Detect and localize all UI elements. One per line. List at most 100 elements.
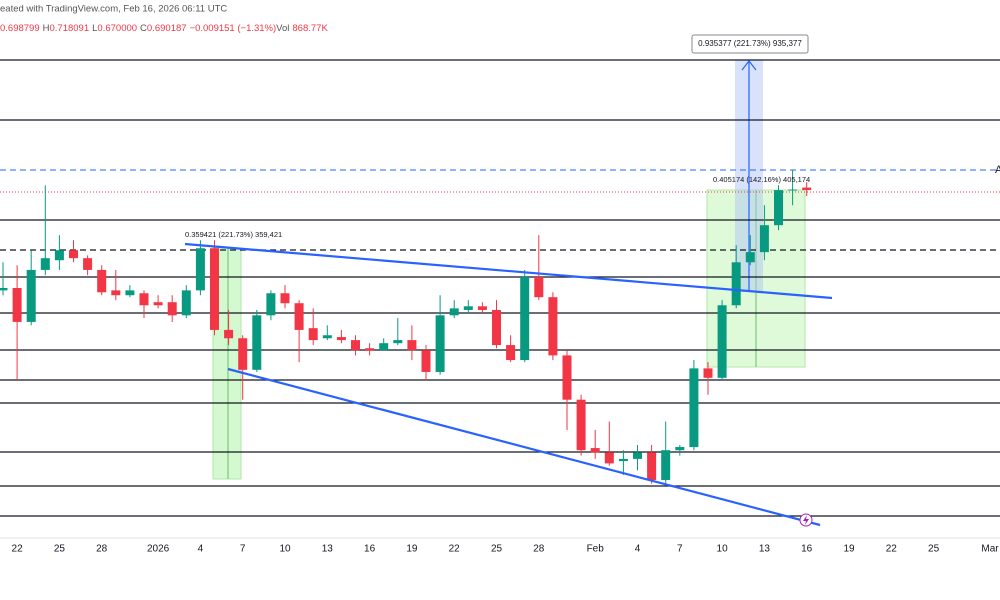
candle-body [802, 187, 812, 191]
candle-body [54, 250, 64, 261]
x-tick-label: 4 [635, 544, 641, 555]
candle-body [562, 355, 572, 400]
ohlc-part: 0.670000 [97, 23, 137, 34]
candle-body [322, 335, 332, 339]
candle-body [125, 290, 135, 296]
x-tick-label: 13 [322, 544, 334, 555]
candle-body [618, 458, 628, 462]
candle-body [435, 315, 445, 372]
ohlc-part: L [92, 23, 97, 34]
x-tick-label: 7 [677, 544, 683, 555]
x-tick-label: 25 [54, 544, 66, 555]
candle-body [139, 293, 149, 306]
candle-body [548, 297, 558, 356]
arrow-head [741, 60, 757, 71]
candle-body [69, 250, 78, 259]
ohlc-part: 0.690187 [147, 23, 187, 34]
candle-body [252, 315, 262, 370]
ohlc-part: 0.718091 [50, 23, 90, 34]
candle-body [153, 302, 163, 306]
candle-body [97, 269, 107, 293]
x-tick-label: 19 [843, 544, 855, 555]
x-tick-label: 7 [240, 544, 246, 555]
candle-body [788, 189, 798, 191]
event-bolt [803, 515, 809, 525]
candle-body [294, 303, 304, 330]
candle-body [492, 309, 501, 346]
candle-body [534, 276, 544, 298]
candle-body [604, 452, 614, 464]
annotation: 0.935377 (221.73%) 935,377 [698, 39, 802, 48]
annotation-box [691, 34, 809, 54]
candle-body [0, 287, 8, 291]
x-tick-label: 2026 [147, 544, 170, 555]
candle-body [675, 447, 685, 451]
ohlc-part: C [140, 23, 147, 34]
candle-body [210, 248, 219, 330]
ohlc-part: 868.77K [292, 23, 328, 34]
candle-body [336, 337, 346, 341]
candle-body [379, 343, 389, 351]
candle-body [703, 368, 713, 378]
x-tick-label: 25 [491, 544, 503, 555]
x-tick-label: Mar [981, 544, 999, 555]
ohlc-part: Vol [276, 23, 289, 34]
x-tick-label: 4 [198, 544, 204, 555]
candle-body [224, 329, 234, 339]
candle-body [308, 328, 318, 341]
candle-body [731, 262, 741, 306]
annotation: 0.405174 (142.16%) 405,174 [713, 175, 810, 184]
source-line: eated with TradingView.com, Feb 16, 2026… [0, 4, 227, 15]
ohlc-part: H [43, 23, 50, 34]
x-tick-label: 16 [364, 544, 376, 555]
x-tick-label: 25 [928, 544, 940, 555]
candle-body [576, 399, 586, 451]
candle-body [477, 306, 487, 310]
candle-body [774, 190, 783, 226]
x-tick-label: 28 [533, 544, 545, 555]
candle-body [393, 340, 403, 344]
ohlc-part: 0.698799 [0, 23, 40, 34]
candle-body [195, 248, 205, 291]
x-tick-label: 13 [759, 544, 771, 555]
annotation: 0.359421 (221.73%) 359,421 [185, 230, 282, 239]
candle-body [266, 293, 276, 316]
candle-body [421, 350, 431, 372]
candle-body [407, 340, 417, 351]
candle-body [365, 348, 375, 351]
candle-body [40, 258, 50, 270]
candle-body [111, 290, 121, 296]
x-tick-label: 22 [12, 544, 24, 555]
candle-body [449, 308, 459, 316]
x-tick-label: 16 [801, 544, 813, 555]
candle-body [167, 302, 177, 316]
trend-line [184, 242, 833, 300]
x-tick-label: 22 [886, 544, 898, 555]
candle-body [717, 305, 727, 378]
ohlc-part: −0.009151 (−1.31%) [190, 23, 277, 34]
edge-label: A [995, 164, 1000, 176]
x-tick-label: Feb [587, 544, 605, 555]
candle-body [26, 269, 36, 322]
candle-body [745, 252, 755, 263]
candle-body [12, 287, 22, 322]
candle-body [520, 276, 530, 361]
candles [0, 170, 812, 484]
x-tick-label: 22 [449, 544, 461, 555]
candle-body [280, 293, 290, 304]
candle-body [463, 306, 473, 310]
candle-body [351, 340, 360, 351]
candle-body [83, 258, 93, 270]
x-tick-label: 19 [406, 544, 418, 555]
levels [0, 59, 1000, 517]
candle-body [647, 452, 657, 480]
candle-body [238, 338, 248, 370]
trend-line [227, 367, 821, 527]
candle-body [759, 225, 769, 253]
candle-body [633, 452, 642, 459]
x-tick-label: 10 [717, 544, 729, 555]
candle-body [590, 448, 600, 453]
candle-body [689, 368, 699, 448]
